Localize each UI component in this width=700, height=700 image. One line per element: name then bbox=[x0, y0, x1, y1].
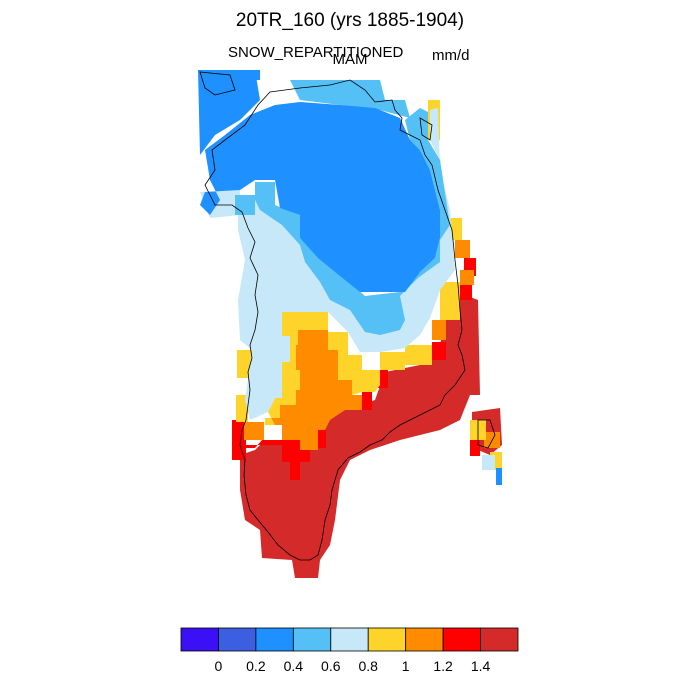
region-blue-north-strip bbox=[225, 70, 260, 80]
region-pale-blue-east bbox=[482, 455, 495, 470]
units-label: mm/d bbox=[432, 47, 470, 64]
region-light-blue-2 bbox=[235, 195, 255, 215]
region-orange-4 bbox=[455, 240, 470, 258]
colorbar-swatch bbox=[255, 627, 294, 652]
colorbar-swatch bbox=[442, 627, 481, 652]
colorbar-swatch bbox=[218, 627, 257, 652]
colorbar-tick-label: 0.2 bbox=[246, 658, 266, 674]
region-orange-2 bbox=[244, 422, 264, 440]
region-orange-main bbox=[265, 330, 362, 450]
region-orange-5 bbox=[460, 270, 474, 285]
colorbar-swatch bbox=[180, 627, 219, 652]
region-yellow-5 bbox=[236, 395, 248, 422]
colorbar-tick-label: 1 bbox=[402, 658, 410, 674]
colorbar-swatch bbox=[330, 627, 369, 652]
region-red-1 bbox=[232, 420, 310, 480]
region-yellow-main bbox=[265, 312, 380, 425]
region-blue-nw bbox=[198, 70, 260, 155]
colorbar-swatch bbox=[292, 627, 332, 652]
region-red-4 bbox=[378, 370, 388, 388]
colorbar-tick-label: 0.4 bbox=[284, 658, 304, 674]
colorbar-tick-label: 1.4 bbox=[471, 658, 491, 674]
region-yellow-7 bbox=[450, 218, 462, 240]
coastline bbox=[199, 71, 496, 561]
region-light-blue-north bbox=[290, 80, 410, 118]
colorbar-swatch bbox=[480, 627, 519, 652]
region-red-5 bbox=[432, 342, 446, 360]
region-yellow-8 bbox=[440, 282, 460, 320]
region-blue-se bbox=[496, 468, 502, 485]
colorbar-tick-label: 1.2 bbox=[433, 658, 453, 674]
region-red-3 bbox=[362, 392, 372, 410]
colorbar-tick-label: 0.6 bbox=[321, 658, 341, 674]
region-yellow-3 bbox=[405, 345, 432, 365]
region-red-8 bbox=[470, 440, 480, 456]
region-orange-3 bbox=[432, 320, 446, 340]
colorbar-swatch bbox=[405, 627, 444, 652]
region-dark-red bbox=[240, 295, 480, 578]
colorbar-tick-label: 0.8 bbox=[358, 658, 378, 674]
variable-label: SNOW_REPARTITIONED bbox=[228, 44, 404, 61]
region-red-2 bbox=[318, 430, 326, 448]
region-yellow-2 bbox=[380, 352, 405, 370]
region-red-6 bbox=[460, 285, 472, 300]
region-light-blue bbox=[255, 108, 450, 335]
region-blue-main bbox=[200, 102, 440, 292]
colorbar-swatch bbox=[367, 627, 407, 652]
plot-title: 20TR_160 (yrs 1885-1904) bbox=[235, 10, 465, 31]
region-pale-blue bbox=[238, 108, 455, 420]
colorbar-tick-label: 0 bbox=[215, 658, 223, 674]
season-label: MAM bbox=[332, 51, 368, 68]
